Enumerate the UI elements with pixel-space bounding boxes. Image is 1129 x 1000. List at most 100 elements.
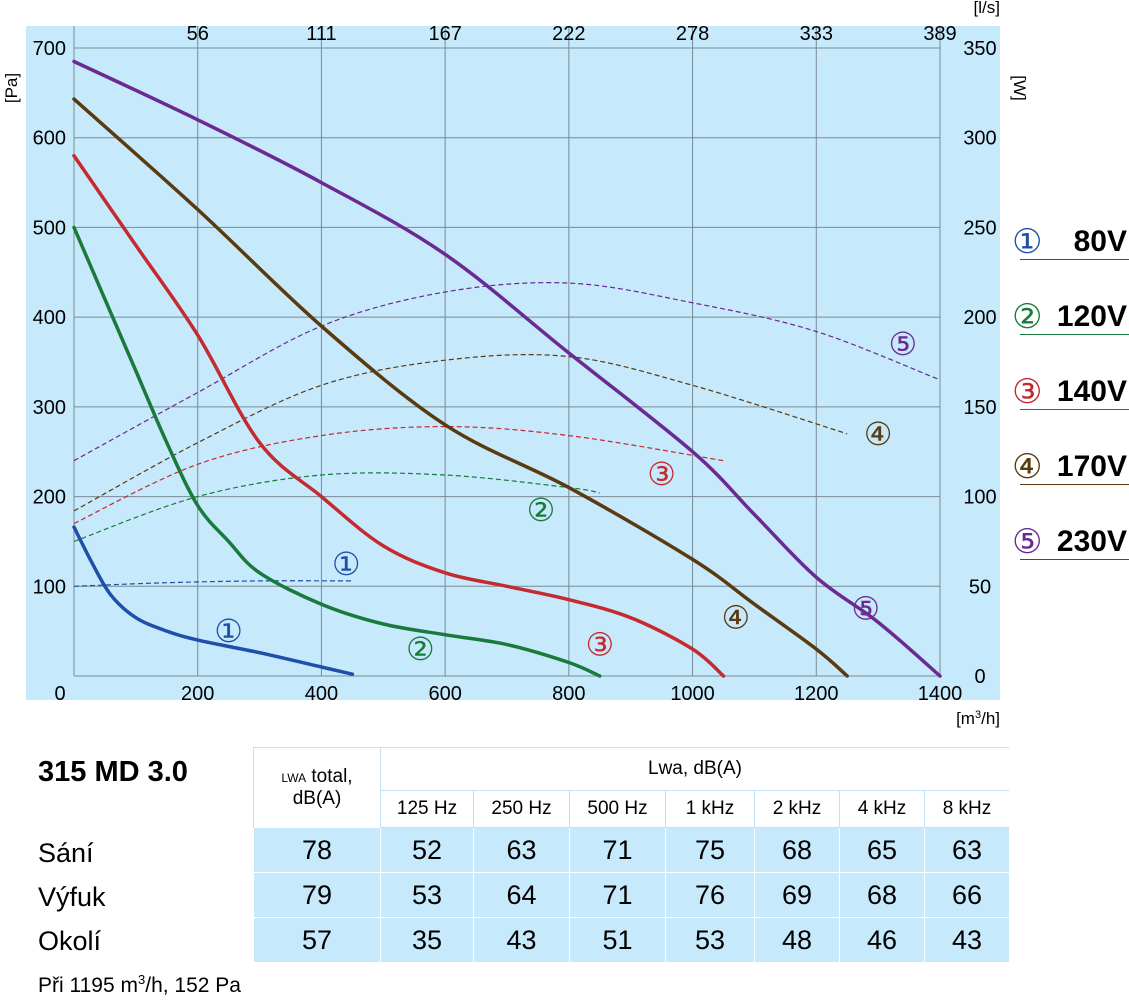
- row-label: Okolí: [38, 926, 102, 956]
- legend-number: ③: [1012, 372, 1043, 412]
- y-tick-label: 600: [33, 128, 66, 150]
- y-axis-label: [Pa]: [2, 73, 21, 103]
- table-cell: 79: [253, 872, 381, 918]
- x2-tick-label: 333: [800, 23, 833, 45]
- pressure-curves: [72, 59, 942, 678]
- x-tick-label: 200: [181, 683, 214, 705]
- legend-number: ①: [1012, 222, 1043, 262]
- legend-voltage: 170V: [1056, 450, 1127, 483]
- table-cell: 78: [253, 827, 381, 873]
- table-cell: 48: [754, 917, 840, 962]
- power-curve-1: [73, 580, 353, 587]
- legend-item: ② 120V: [1008, 297, 1129, 337]
- y-tick-label: 200: [33, 487, 66, 509]
- legend-item: ⑤ 230V: [1008, 522, 1129, 562]
- band-header: 2 kHz: [754, 790, 840, 828]
- x2-tick-label: 222: [552, 23, 585, 45]
- y2-tick-label: 0: [974, 666, 985, 688]
- y2-tick-label: 250: [963, 217, 996, 239]
- y2-tick-label: 200: [963, 307, 996, 329]
- y-tick-label: 400: [33, 307, 66, 329]
- legend-underline: [1020, 333, 1129, 335]
- table-cell: 53: [380, 872, 474, 918]
- legend-voltage: 140V: [1056, 375, 1127, 408]
- noise-table: LWA total, dB(A) Lwa, dB(A) 125 Hz 250 Hz…: [253, 747, 1009, 962]
- table-cell: 66: [924, 872, 1009, 918]
- row-label: Výfuk: [38, 882, 106, 912]
- legend-item: ① 80V: [1008, 222, 1129, 262]
- x2-tick-label: 278: [676, 23, 709, 45]
- curve-label: ①: [332, 545, 361, 583]
- power-curve-4: [73, 354, 848, 512]
- x2-tick-label: 389: [923, 23, 956, 45]
- curve-label: ②: [406, 630, 435, 668]
- table-row: 78 52 63 71 75 68 65 63: [253, 827, 1009, 873]
- table-cell: 71: [569, 827, 666, 873]
- y-tick-label: 300: [33, 397, 66, 419]
- table-cell: 75: [665, 827, 755, 873]
- y-tick-label: 500: [33, 217, 66, 239]
- y2-tick-label: 300: [963, 128, 996, 150]
- pressure-curve-5: [72, 59, 942, 678]
- curve-label: ③: [647, 455, 676, 493]
- y2-axis-label: [W]: [1010, 75, 1029, 101]
- table-cell: 63: [473, 827, 570, 873]
- table-cell: 65: [839, 827, 925, 873]
- legend-underline: [1020, 558, 1129, 560]
- x-tick-label: 400: [305, 683, 338, 705]
- y2-tick-label: 100: [963, 487, 996, 509]
- table-cell: 52: [380, 827, 474, 873]
- x-tick-label: 800: [552, 683, 585, 705]
- curve-label: ④: [722, 599, 751, 637]
- y2-tick-label: 50: [969, 576, 991, 598]
- group-header: Lwa, dB(A): [380, 747, 1009, 791]
- power-curve-3: [73, 425, 724, 525]
- y-tick-label: 700: [33, 38, 66, 60]
- x-tick-label: 600: [428, 683, 461, 705]
- band-header: 8 kHz: [924, 790, 1009, 828]
- legend-voltage: 120V: [1056, 300, 1127, 333]
- table-cell: 53: [665, 917, 755, 962]
- legend-underline: [1020, 258, 1129, 260]
- legend-voltage: 80V: [1073, 225, 1127, 258]
- table-cell: 46: [839, 917, 925, 962]
- x2-tick-label: 56: [187, 23, 209, 45]
- table-cell: 64: [473, 872, 570, 918]
- table-row: 57 35 43 51 53 48 46 43: [253, 917, 1009, 962]
- band-header-row: 125 Hz 250 Hz 500 Hz 1 kHz 2 kHz 4 kHz 8 kHz: [254, 790, 1009, 828]
- x-tick-label: 1000: [670, 683, 715, 705]
- x-tick-label: 0: [54, 683, 65, 705]
- table-cell: 51: [569, 917, 666, 962]
- legend-item: ④ 170V: [1008, 447, 1129, 487]
- lwa-symbol: LWA: [281, 770, 307, 785]
- footnote: Při 1195 m3/h, 152 Pa: [38, 972, 241, 997]
- legend-number: ④: [1012, 447, 1043, 487]
- x-tick-label: 1200: [794, 683, 839, 705]
- legend-item: ③ 140V: [1008, 372, 1129, 412]
- row-labels: Sání Výfuk Okolí: [38, 831, 106, 963]
- power-curve-5: [73, 282, 941, 462]
- band-header: 250 Hz: [473, 790, 570, 828]
- x2-tick-label: 167: [428, 23, 461, 45]
- table-cell: 71: [569, 872, 666, 918]
- band-header: 4 kHz: [839, 790, 925, 828]
- curve-label: ②: [527, 491, 556, 529]
- pressure-curve-2: [72, 225, 602, 678]
- curve-labels: ① ① ② ② ③ ③ ④ ④ ⑤ ⑤: [214, 325, 917, 668]
- legend-number: ⑤: [1012, 522, 1043, 562]
- x-tick-label: 1400: [918, 683, 963, 705]
- legend-number: ②: [1012, 297, 1043, 337]
- table-cell: 63: [924, 827, 1009, 873]
- curve-label: ⑤: [889, 325, 918, 363]
- x2-axis-label: [l/s]: [974, 0, 1000, 17]
- curve-label: ⑤: [851, 590, 880, 628]
- y2-tick-label: 350: [963, 38, 996, 60]
- total-header: LWA total, dB(A): [253, 747, 381, 828]
- legend-voltage: 230V: [1056, 525, 1127, 558]
- band-header: 500 Hz: [569, 790, 666, 828]
- curve-label: ④: [864, 415, 893, 453]
- table-cell: 69: [754, 872, 840, 918]
- pressure-curve-4: [72, 97, 849, 678]
